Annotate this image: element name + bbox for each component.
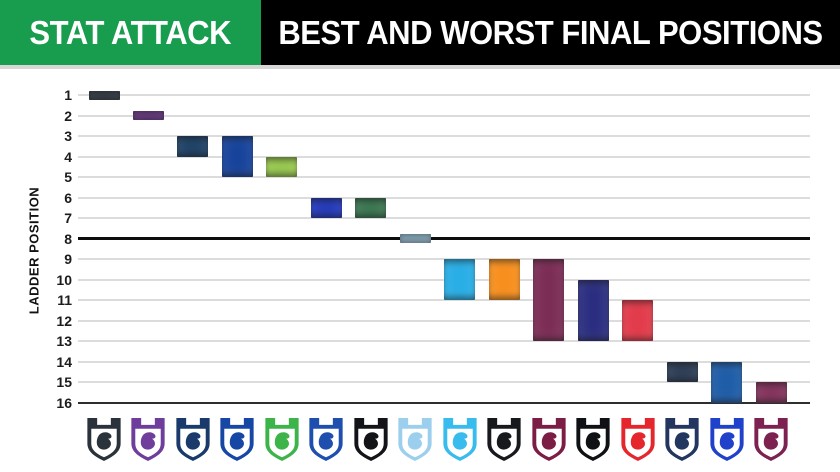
y-tick-label-4: 4: [64, 148, 72, 165]
range-bar-bulldogs: [711, 361, 743, 403]
finals-cutoff-line: [78, 237, 810, 241]
y-tick-label-12: 12: [56, 312, 72, 329]
eel-shield-icon: [220, 417, 255, 462]
warrior-shield-icon: [576, 417, 610, 462]
gridline-position-13: [78, 340, 810, 343]
bulldog-shield-icon: [709, 417, 744, 462]
gridline-position-6: [78, 196, 810, 199]
y-tick-label-9: 9: [64, 251, 72, 268]
y-tick-label-14: 14: [56, 353, 72, 370]
range-bar-dragons: [622, 300, 654, 342]
storm-shield-icon: [131, 417, 166, 462]
y-tick-label-1: 1: [64, 87, 72, 103]
gridline-position-9: [78, 258, 810, 261]
header-shadow-divider: [0, 65, 840, 69]
gridline-position-10: [78, 278, 810, 281]
gridline-position-5: [78, 176, 810, 179]
shark-shield-icon: [398, 417, 432, 462]
range-bar-rabbitohs: [355, 197, 387, 219]
titan-shield-icon: [443, 417, 477, 462]
panther-shield-icon: [87, 417, 121, 462]
y-tick-label-3: 3: [64, 128, 72, 145]
range-bar-roosters: [177, 136, 209, 157]
range-bar-sharks: [399, 234, 431, 244]
y-tick-label-13: 13: [56, 333, 72, 350]
y-tick-label-10: 10: [56, 271, 72, 288]
gridline-position-14: [78, 360, 810, 363]
cowboy-shield-icon: [665, 417, 699, 462]
range-bar-warriors: [577, 279, 609, 342]
y-tick-label-6: 6: [64, 189, 72, 206]
y-tick-label-16: 16: [56, 394, 72, 411]
chart-title: BEST AND WORST FINAL POSITIONS: [278, 13, 823, 51]
gridline-position-12: [78, 319, 810, 322]
y-tick-label-11: 11: [57, 292, 72, 309]
gridline-position-2: [78, 114, 810, 117]
stat-attack-badge-label: STAT ATTACK: [29, 13, 232, 51]
y-tick-label-5: 5: [64, 169, 72, 186]
range-bar-panthers: [88, 90, 120, 100]
range-bar-tigers: [488, 259, 520, 301]
range-bar-sea-eagles: [533, 259, 565, 342]
stat-attack-badge: STAT ATTACK: [0, 0, 261, 65]
y-tick-label-8: 8: [64, 230, 72, 247]
range-bar-storm: [132, 111, 164, 121]
y-tick-label-15: 15: [56, 374, 72, 391]
gridline-position-16: [78, 401, 810, 404]
range-bar-raiders: [266, 156, 298, 178]
gridline-position-11: [78, 299, 810, 302]
rooster-shield-icon: [176, 417, 210, 462]
gridline-position-15: [78, 381, 810, 384]
bronco-shield-icon: [754, 417, 788, 462]
range-bar-cowboys: [666, 361, 698, 383]
y-tick-label-2: 2: [64, 107, 72, 124]
sea-eagle-shield-icon: [532, 417, 566, 462]
tiger-shield-icon: [487, 417, 521, 462]
viking-shield-icon: [265, 417, 299, 462]
gridline-position-3: [78, 135, 810, 138]
range-bar-eels: [221, 136, 253, 178]
dragon-shield-icon: [620, 417, 655, 462]
gridline-position-1: [78, 94, 810, 96]
gridline-position-4: [78, 155, 810, 158]
chart-title-box: BEST AND WORST FINAL POSITIONS: [260, 0, 840, 65]
range-bar-broncos: [755, 382, 787, 403]
knight-shield-icon: [309, 417, 343, 462]
range-bar-titans: [444, 259, 476, 301]
header-bar: STAT ATTACK BEST AND WORST FINAL POSITIO…: [0, 0, 840, 69]
range-bar-knights: [310, 197, 342, 219]
y-tick-label-7: 7: [64, 210, 72, 227]
rabbit-shield-icon: [354, 417, 388, 462]
gridline-position-7: [78, 217, 810, 220]
